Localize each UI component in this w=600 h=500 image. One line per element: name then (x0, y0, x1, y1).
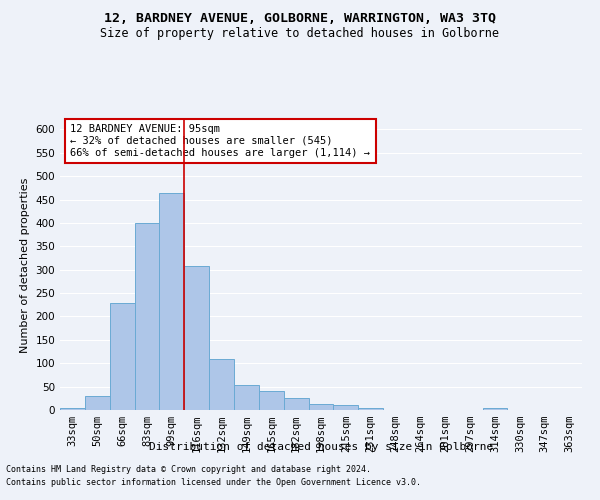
Text: Distribution of detached houses by size in Golborne: Distribution of detached houses by size … (149, 442, 493, 452)
Bar (160, 192, 184, 410)
Bar (284, 398, 308, 410)
Bar (110, 304, 134, 410)
Text: Size of property relative to detached houses in Golborne: Size of property relative to detached ho… (101, 28, 499, 40)
Bar (60, 408, 85, 410)
Bar (184, 266, 209, 410)
Bar (358, 408, 383, 410)
Bar (308, 404, 334, 410)
Text: 12, BARDNEY AVENUE, GOLBORNE, WARRINGTON, WA3 3TQ: 12, BARDNEY AVENUE, GOLBORNE, WARRINGTON… (104, 12, 496, 26)
Bar (209, 360, 234, 410)
Bar (234, 385, 259, 410)
Bar (134, 223, 160, 410)
Bar (482, 408, 508, 410)
Bar (334, 405, 358, 410)
Text: 12 BARDNEY AVENUE: 95sqm
← 32% of detached houses are smaller (545)
66% of semi-: 12 BARDNEY AVENUE: 95sqm ← 32% of detach… (70, 124, 370, 158)
Text: Contains public sector information licensed under the Open Government Licence v3: Contains public sector information licen… (6, 478, 421, 487)
Text: Contains HM Land Registry data © Crown copyright and database right 2024.: Contains HM Land Registry data © Crown c… (6, 466, 371, 474)
Bar (259, 392, 284, 410)
Y-axis label: Number of detached properties: Number of detached properties (20, 178, 30, 352)
Bar (85, 396, 110, 410)
